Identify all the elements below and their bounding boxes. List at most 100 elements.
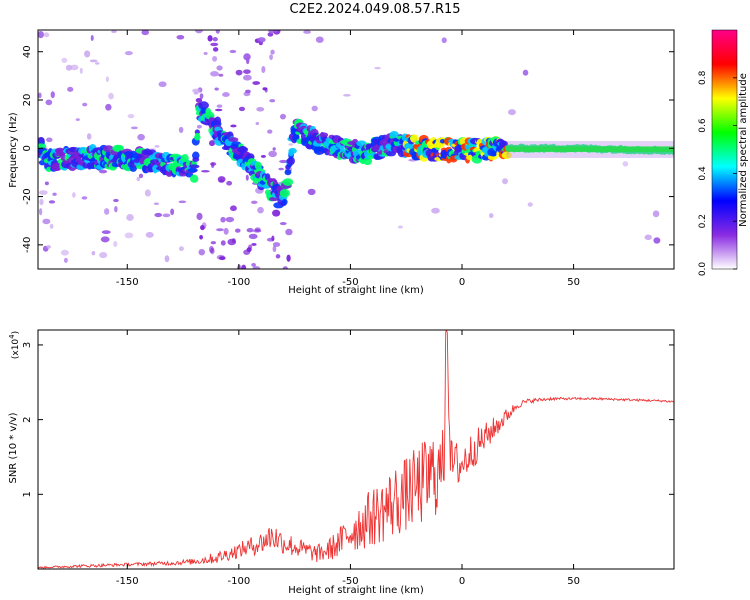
spectrogram-speckle — [38, 208, 43, 216]
colorbar: 0.0 0.2 0.4 0.6 0.8 Normalized spectral ampl… — [698, 29, 749, 277]
spectrogram-x-tick-label: 0 — [459, 277, 465, 288]
spectrogram-band-cell — [200, 107, 207, 115]
snr-y-tick-label: 2 — [22, 416, 33, 422]
snr-y-tick-label: 3 — [22, 342, 33, 348]
spectrogram-speckle — [49, 223, 54, 229]
spectrogram-speckle — [238, 106, 246, 112]
spectrogram-band-cell — [46, 166, 52, 173]
spectrogram-speckle — [257, 37, 266, 43]
spectrogram-speckle — [178, 246, 184, 252]
spectrogram-speckle — [272, 245, 277, 253]
spectrogram-speckle — [108, 92, 114, 100]
spectrogram-frame — [37, 29, 675, 270]
spectrogram-band-cell — [192, 157, 200, 163]
snr-y-axis-label: SNR (10 * v/v) — [8, 412, 19, 483]
spectrogram-speckle — [158, 81, 167, 88]
spectrogram-speckle — [212, 55, 218, 62]
snr-y-unit-close: ) — [11, 331, 21, 335]
spectrogram-marks — [38, 30, 674, 269]
spectrogram-speckle — [38, 30, 45, 39]
spectrogram-speckle — [200, 224, 205, 231]
spectrogram-speckle — [81, 196, 88, 200]
spectrogram-band-cell — [282, 178, 294, 186]
spectrogram-speckle — [46, 137, 53, 143]
spectrogram-band-cell — [282, 198, 288, 206]
spectrogram-speckle — [199, 235, 203, 240]
spectrogram-speckle — [39, 198, 44, 206]
spectrogram-speckle — [507, 109, 516, 116]
spectrogram-speckle — [216, 65, 223, 71]
spectrogram-speckle — [271, 235, 275, 242]
spectrogram-speckle — [127, 114, 135, 119]
colorbar-tick-label: 0.4 — [698, 166, 708, 181]
spectrogram-speckle — [254, 227, 261, 232]
spectrogram-speckle — [154, 212, 163, 218]
spectrogram-speckle — [196, 124, 202, 129]
spectrogram-speckle — [82, 102, 88, 107]
spectrogram-band-cell — [187, 167, 198, 173]
spectrogram-speckle — [154, 145, 160, 148]
snr-y-unit-exponent: 4 — [8, 334, 16, 339]
spectrogram-speckle — [70, 64, 79, 71]
spectrogram-speckle — [229, 205, 237, 212]
spectrogram-speckle — [282, 266, 289, 269]
spectrogram-speckle — [246, 228, 254, 233]
spectrogram-speckle — [261, 65, 266, 74]
colorbar-gradient-bar — [712, 30, 737, 269]
spectrogram-speckle — [227, 238, 237, 246]
spectrogram-speckle — [270, 49, 275, 55]
spectrogram-band-cell — [195, 98, 203, 103]
spectrogram-speckle — [61, 57, 68, 63]
spectrogram-speckle — [234, 228, 241, 233]
spectrogram-speckle — [215, 30, 220, 34]
spectrogram-speckle — [653, 237, 661, 244]
spectrogram-speckle — [144, 189, 151, 197]
spectrogram-speckle — [260, 154, 266, 158]
spectrogram-speckle — [176, 35, 185, 40]
snr-y-tick-label: 1 — [22, 491, 33, 497]
spectrogram-speckle — [89, 59, 98, 63]
spectrogram-speckle — [38, 92, 42, 99]
spectrogram-speckle — [72, 192, 76, 198]
spectrogram-speckle — [198, 248, 206, 256]
colorbar-tick-label: 0.6 — [698, 118, 708, 133]
spectrogram-band-cell — [188, 164, 200, 169]
spectrogram-speckle — [285, 228, 293, 236]
spectrogram-band-cell — [190, 174, 199, 183]
spectrogram-speckle — [268, 150, 278, 158]
spectrogram-band-cell — [319, 132, 329, 138]
spectrogram-speckle — [216, 228, 224, 232]
spectrogram-speckle — [374, 66, 381, 70]
spectrogram-speckle — [212, 37, 218, 42]
spectrogram-speckle — [268, 30, 275, 34]
spectrogram-speckle — [196, 212, 203, 221]
spectrogram-speckle — [248, 233, 258, 240]
colorbar-tick-label: 0.8 — [698, 70, 708, 85]
spectrogram-band-cell — [501, 151, 512, 160]
spectrogram-speckle — [86, 133, 92, 140]
spectrogram-speckle — [252, 81, 261, 86]
spectrogram-speckle — [278, 167, 284, 171]
spectrogram-speckle — [307, 188, 316, 196]
spectrogram-speckle — [303, 30, 311, 34]
spectrogram-band-cell — [491, 150, 498, 157]
spectrogram-speckle — [203, 51, 208, 55]
spectrogram-speckle — [153, 202, 159, 205]
spectrogram-speckle — [94, 62, 100, 65]
colorbar-tick-label: 0.0 — [698, 262, 708, 277]
colorbar-tick-label: 0.2 — [698, 214, 708, 228]
spectrogram-speckle — [214, 87, 219, 91]
snr-y-unit-base: (x10 — [11, 339, 21, 360]
spectrogram-speckle — [257, 206, 264, 214]
spectrogram-speckle — [441, 37, 447, 44]
spectrogram-y-ticks: -40 -20 0 20 40 — [22, 45, 674, 253]
spectrogram-speckle — [226, 180, 233, 186]
spectrogram-speckle — [225, 216, 235, 223]
spectrogram-speckle — [208, 140, 216, 147]
spectrogram-speckle — [251, 262, 256, 267]
spectrogram-x-axis-label: Height of straight line (km) — [288, 285, 424, 296]
spectrogram-speckle — [267, 129, 273, 134]
spectrogram-y-tick-label: 20 — [22, 94, 33, 107]
spectrogram-band-cell — [363, 156, 373, 166]
